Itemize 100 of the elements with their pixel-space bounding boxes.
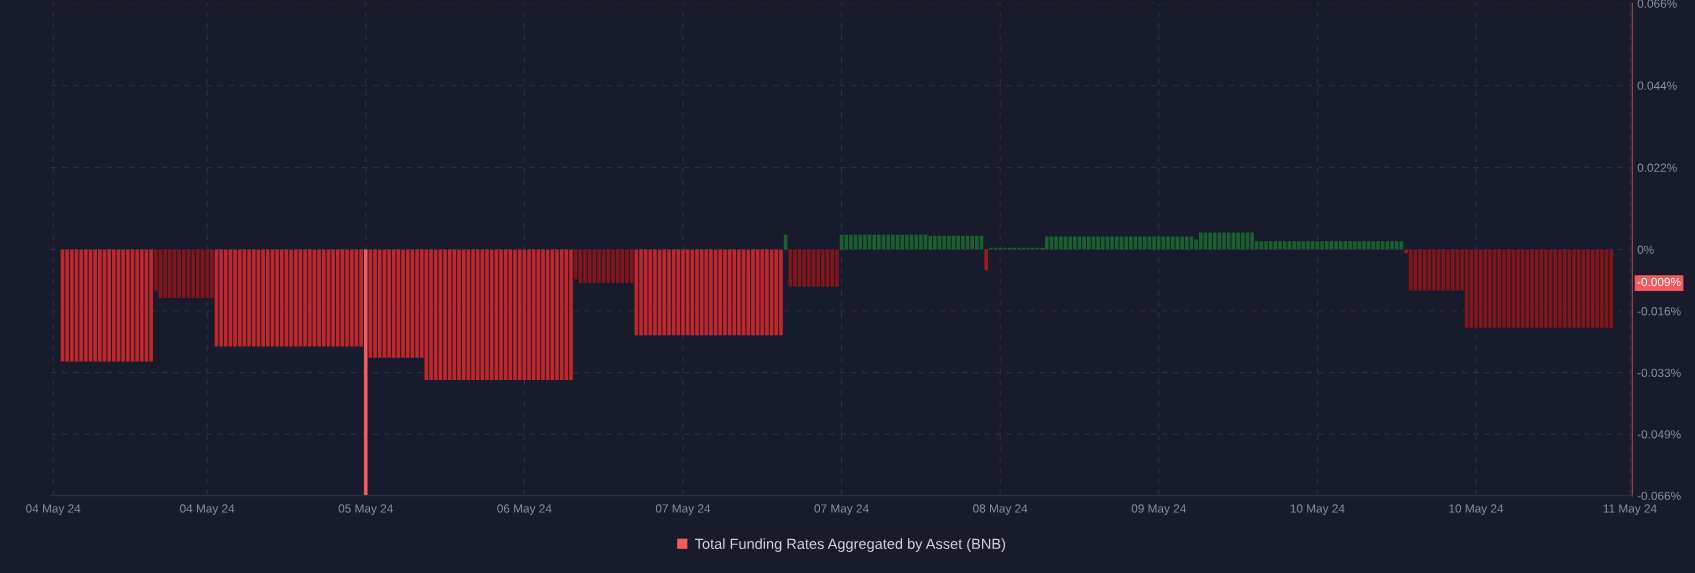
x-tick-label: 10 May 24 (1449, 504, 1504, 515)
bar (475, 249, 480, 381)
bar (335, 249, 340, 347)
bar (1502, 249, 1506, 328)
bar (1212, 232, 1217, 250)
bar (1170, 236, 1175, 250)
bar (181, 249, 186, 299)
bar (1156, 236, 1161, 250)
bar (1268, 241, 1273, 250)
x-tick-label: 05 May 24 (338, 504, 393, 515)
bar (433, 249, 438, 381)
bar (1273, 241, 1278, 250)
bar (676, 249, 681, 336)
x-tick-label: 07 May 24 (655, 504, 711, 515)
x-tick-label: 06 May 24 (497, 504, 552, 515)
bar (363, 249, 368, 496)
bar (1399, 241, 1404, 250)
bar (1282, 241, 1287, 250)
bar (1450, 249, 1455, 291)
bar (634, 249, 639, 336)
bar (1324, 241, 1329, 250)
bar (746, 249, 751, 336)
bar (872, 234, 877, 250)
bar (597, 249, 601, 284)
y-tick-label: 0% (1637, 245, 1654, 254)
bar (569, 249, 573, 381)
bar (527, 249, 531, 381)
bar (1352, 241, 1357, 250)
bar (377, 249, 382, 358)
bar (1259, 241, 1264, 250)
bar (1539, 249, 1544, 328)
bar (1581, 249, 1586, 328)
x-tick-label: 09 May 24 (1131, 504, 1187, 515)
bar (1329, 241, 1334, 250)
bar (900, 234, 905, 250)
bar (1385, 241, 1390, 250)
bar (1595, 249, 1600, 328)
bar (541, 249, 545, 381)
bar (293, 249, 298, 347)
bar (1338, 241, 1343, 250)
text: Total Funding Rates Aggregated by Asset (BNB) (695, 538, 1006, 552)
bar (1310, 241, 1315, 250)
bar (223, 249, 228, 347)
bar (830, 249, 835, 287)
x-tick-label: 07 May 24 (814, 504, 869, 515)
bar (359, 249, 363, 347)
bar (1422, 249, 1427, 291)
bar (1301, 241, 1306, 250)
bar (704, 249, 709, 336)
bar (279, 249, 284, 347)
bar (1530, 249, 1534, 328)
bar (583, 249, 587, 284)
bar (1184, 236, 1189, 250)
bar (503, 249, 508, 381)
bar (195, 249, 200, 299)
x-tick-label: 11 May 24 (1603, 504, 1657, 515)
bar (1296, 241, 1301, 250)
x-tick-label: 04 May 24 (180, 504, 235, 515)
bar (802, 249, 807, 287)
bar (648, 249, 653, 336)
bar (307, 249, 312, 347)
bar (517, 249, 522, 381)
bar (209, 249, 214, 299)
bar (1315, 241, 1320, 250)
bar (970, 235, 975, 250)
x-tick-label: 04 May 24 (26, 504, 81, 515)
bar (265, 249, 270, 347)
y-tick-label: 0.066% (1637, 0, 1677, 8)
bar (606, 249, 611, 284)
bar (984, 249, 988, 271)
bar (1240, 232, 1245, 250)
bar (1343, 241, 1348, 250)
bar (1609, 249, 1614, 328)
bar (942, 235, 947, 250)
y-tick-label: -0.066% (1637, 491, 1681, 501)
bar (1567, 249, 1572, 328)
bar (1142, 236, 1147, 250)
bar (1488, 249, 1492, 328)
bar (405, 249, 410, 358)
bar (690, 249, 695, 336)
bar (816, 249, 821, 287)
bar (620, 249, 625, 284)
y-tick-label: 0.022% (1637, 163, 1677, 172)
bar (489, 249, 494, 381)
bar (555, 249, 559, 381)
bar (1516, 249, 1520, 328)
bar (321, 249, 326, 347)
bar (858, 234, 863, 250)
y-tick-label: 0.044% (1637, 81, 1677, 90)
bar (1394, 241, 1399, 250)
bar (251, 249, 256, 347)
bar (662, 249, 667, 336)
bar (1128, 236, 1133, 250)
bar (391, 249, 396, 358)
bar (1226, 232, 1231, 250)
x-tick-label: 08 May 24 (973, 504, 1028, 515)
y-tick-label: -0.033% (1637, 368, 1681, 377)
bar (1408, 249, 1413, 291)
bar (1086, 236, 1091, 250)
bar (1287, 241, 1292, 250)
